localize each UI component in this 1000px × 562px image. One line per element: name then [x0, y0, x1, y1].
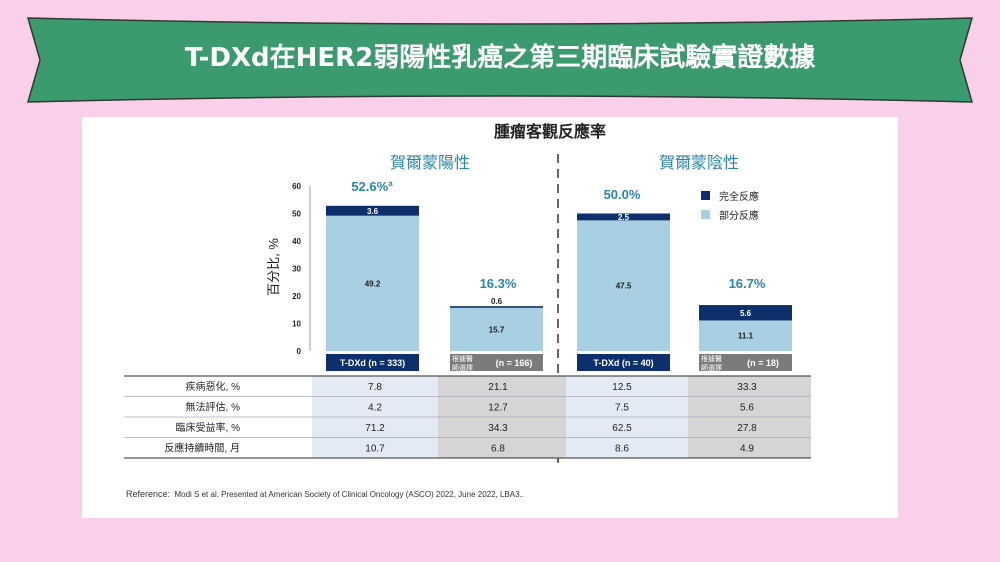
- table-cell-value: 33.3: [737, 382, 757, 393]
- data-label-complete-response: 2.5: [618, 213, 630, 222]
- table-cell-bg: [438, 417, 566, 438]
- category-label: T-DXd (n = 333): [340, 358, 405, 368]
- category-prefix-line1: 根據醫: [452, 354, 473, 363]
- total-superscript: a: [388, 179, 393, 188]
- bar-complete-response: [450, 306, 543, 308]
- data-label-partial-response: 15.7: [489, 325, 505, 334]
- table-cell-value: 12.7: [488, 403, 508, 414]
- table-cell-value: 4.2: [368, 403, 382, 414]
- table-cell-value: 5.6: [740, 403, 754, 414]
- table-row-label: 疾病惡化, %: [186, 380, 241, 393]
- category-header: [699, 354, 792, 371]
- y-tick-label: 60: [292, 182, 301, 191]
- y-axis-label: 百分比, %: [266, 238, 281, 296]
- y-tick-label: 0: [297, 347, 302, 356]
- page-title: T-DXd在HER2弱陽性乳癌之第三期臨床試驗實證數據: [184, 43, 816, 73]
- data-label-total: 16.3%: [480, 276, 517, 291]
- data-label-partial-response: 49.2: [365, 279, 381, 288]
- table-cell-bg: [438, 376, 566, 397]
- table-cell-value: 10.7: [365, 444, 385, 455]
- table-cell-value: 12.5: [612, 382, 632, 393]
- category-header: [450, 354, 543, 371]
- y-tick-label: 10: [292, 320, 301, 329]
- table-row-label: 無法評估, %: [186, 401, 241, 414]
- table-cell-bg: [312, 376, 438, 397]
- table-cell-bg: [438, 437, 566, 458]
- table-cell-bg: [438, 396, 566, 417]
- chart-panel: 腫瘤客觀反應率 賀爾蒙陽性 賀爾蒙陰性 百分比, % 0 10 20 30 40 50 60…: [82, 117, 898, 518]
- data-label-total: 16.7%: [729, 276, 766, 291]
- legend: 完全反應 部分反應: [701, 190, 759, 222]
- data-label-complete-response: 0.6: [491, 297, 503, 306]
- table-cell-value: 7.5: [615, 403, 629, 414]
- response-rate-chart: 腫瘤客觀反應率 賀爾蒙陽性 賀爾蒙陰性 百分比, % 0 10 20 30 40 50 60…: [124, 122, 811, 468]
- category-header: [326, 354, 419, 371]
- category-header: [577, 354, 670, 371]
- group-label-hr-negative: 賀爾蒙陰性: [659, 154, 739, 172]
- reference-label: Reference:: [126, 489, 171, 499]
- table-cell-bg: [688, 376, 811, 397]
- table-cell-value: 6.8: [491, 444, 505, 455]
- category-label: (n = 166): [496, 358, 533, 368]
- table-cell-bg: [688, 437, 811, 458]
- bar-complete-response: [699, 305, 792, 321]
- bars: 3.6 49.2 52.6%a 0.6 15.7 16.3% 2.5 47.5 50.0% 5.6…: [326, 179, 792, 351]
- table-cell-value: 21.1: [488, 382, 508, 393]
- bar-partial-response: [326, 215, 419, 351]
- table-cell-value: 27.8: [737, 423, 757, 434]
- bar-complete-response: [577, 213, 670, 221]
- table-row-label: 臨床受益率, %: [176, 421, 241, 434]
- group-label-hr-positive: 賀爾蒙陽性: [390, 154, 470, 172]
- y-tick-label: 40: [292, 237, 301, 246]
- category-label: T-DXd (n = 40): [593, 358, 653, 368]
- title-banner: [26, 17, 974, 103]
- reference-text: Modi S et al. Presented at American Soci…: [174, 490, 524, 499]
- table-cell-value: 4.9: [740, 444, 754, 455]
- y-tick-label: 50: [292, 210, 301, 219]
- table-cell-bg: [688, 417, 811, 438]
- data-label-partial-response: 47.5: [616, 282, 632, 291]
- table-cell-bg: [566, 417, 688, 438]
- reference: Reference: Modi S et al. Presented at Am…: [126, 489, 524, 499]
- y-axis: 0 10 20 30 40 50 60: [292, 182, 311, 356]
- category-prefix-line2: 師選擇: [701, 363, 722, 372]
- category-label: (n = 18): [747, 358, 779, 368]
- bar-partial-response: [577, 220, 670, 351]
- data-label-complete-response: 5.6: [740, 309, 752, 318]
- bar-partial-response: [699, 320, 792, 351]
- y-tick-label: 30: [292, 265, 301, 274]
- table-cell-bg: [312, 417, 438, 438]
- table-cell-bg: [312, 437, 438, 458]
- table-cell-value: 7.8: [368, 382, 382, 393]
- outcomes-table: 疾病惡化, % 7.8 21.1 12.5 33.3 無法評估, % 4.2 12.7 7.5 5…: [124, 375, 811, 459]
- table-cell-bg: [312, 396, 438, 417]
- bar-complete-response: [326, 205, 419, 216]
- chart-title: 腫瘤客觀反應率: [494, 122, 606, 141]
- legend-swatch-complete: [701, 191, 710, 200]
- y-tick-label: 20: [292, 292, 301, 301]
- table-cell-value: 62.5: [612, 423, 632, 434]
- data-label-partial-response: 11.1: [738, 332, 754, 341]
- legend-swatch-partial: [701, 210, 710, 219]
- table-cell-bg: [566, 376, 688, 397]
- legend-label-complete: 完全反應: [719, 190, 759, 203]
- data-label-total: 50.0%: [604, 187, 641, 202]
- table-row-label: 反應持續時間, 月: [164, 442, 240, 455]
- category-prefix-line2: 師選擇: [452, 363, 473, 372]
- table-cell-value: 71.2: [365, 423, 385, 434]
- table-cell-bg: [566, 396, 688, 417]
- data-label-complete-response: 3.6: [367, 207, 379, 216]
- table-cell-bg: [688, 396, 811, 417]
- table-cell-value: 8.6: [615, 444, 629, 455]
- legend-label-partial: 部分反應: [719, 209, 759, 222]
- table-cell-value: 34.3: [488, 423, 508, 434]
- data-label-total: 52.6%a: [351, 179, 393, 194]
- bar-partial-response: [450, 307, 543, 351]
- category-prefix-line1: 根據醫: [701, 354, 722, 363]
- table-cell-bg: [566, 437, 688, 458]
- banner-ribbon: [26, 17, 974, 103]
